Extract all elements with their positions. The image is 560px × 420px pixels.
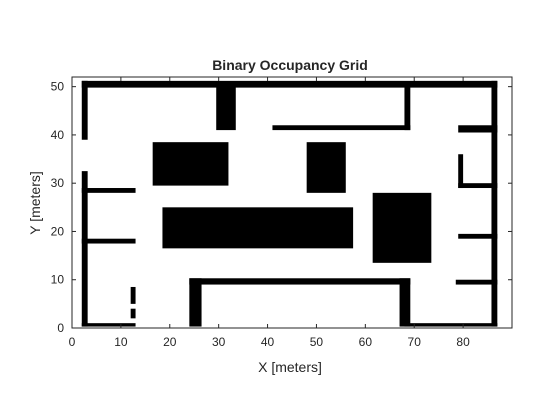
occupied-cell-room-left-door <box>130 286 136 304</box>
y-tick-label: 40 <box>51 128 65 142</box>
occupied-cell-divider-top-right <box>404 86 411 131</box>
occupied-cell-block-top-pillar <box>216 86 236 131</box>
y-tick-label: 0 <box>57 321 64 335</box>
occupied-cell-wall-right <box>491 80 498 327</box>
occupied-cell-right-room-wall-top <box>458 183 498 189</box>
occupied-cell-corner-right-top <box>458 125 498 133</box>
occupied-cell-block-1 <box>152 142 229 186</box>
occupied-cell-room-left-door-2 <box>130 308 136 319</box>
x-axis-label: X [meters] <box>258 359 322 375</box>
occupied-cell-block-3 <box>372 192 432 263</box>
x-tick-label: 80 <box>456 335 470 349</box>
x-tick-label: 0 <box>69 335 76 349</box>
chart-title: Binary Occupancy Grid <box>212 57 368 73</box>
occupied-cell-arch-top <box>189 278 411 285</box>
x-axis-ticks: 0 10 20 30 40 50 60 70 80 <box>69 77 470 349</box>
x-tick-label: 50 <box>310 335 324 349</box>
occupied-cell-wall-bottom-left <box>81 323 136 327</box>
x-tick-label: 10 <box>114 335 128 349</box>
occupied-cell-wall-left-upper <box>81 80 88 140</box>
occupied-cell-wall-bottom-right <box>404 323 498 327</box>
occupied-cell-room-left-mid-wall <box>81 238 136 244</box>
occupied-cell-right-room-wall-bottom <box>458 233 498 239</box>
occupied-cell-right-lower-shelf <box>455 279 498 285</box>
occupied-cell-arch-right <box>399 278 411 327</box>
y-axis-ticks: 0 10 20 30 40 50 <box>51 80 512 335</box>
occupied-cell-arch-left <box>189 278 202 327</box>
y-axis-label: Y [meters] <box>27 171 43 235</box>
y-tick-label: 20 <box>51 224 65 238</box>
x-tick-label: 70 <box>408 335 422 349</box>
occupied-cell-room-left-top-wall <box>81 188 136 193</box>
occupied-cell-shelf-upper <box>272 125 411 131</box>
y-tick-label: 50 <box>51 80 65 94</box>
y-tick-label: 10 <box>51 273 65 287</box>
x-tick-label: 20 <box>163 335 177 349</box>
plot-area-frame <box>71 76 513 329</box>
occupied-cell-block-long <box>162 207 354 249</box>
occupied-cell-wall-top <box>81 80 498 88</box>
x-tick-label: 30 <box>212 335 226 349</box>
occupied-cell-right-room-post <box>458 154 464 189</box>
x-tick-label: 40 <box>261 335 275 349</box>
occupied-cell-block-2 <box>306 142 346 193</box>
occupied-cell-wall-left-lower <box>81 171 88 327</box>
occupied-regions <box>81 80 498 327</box>
y-tick-label: 30 <box>51 176 65 190</box>
x-tick-label: 60 <box>359 335 373 349</box>
